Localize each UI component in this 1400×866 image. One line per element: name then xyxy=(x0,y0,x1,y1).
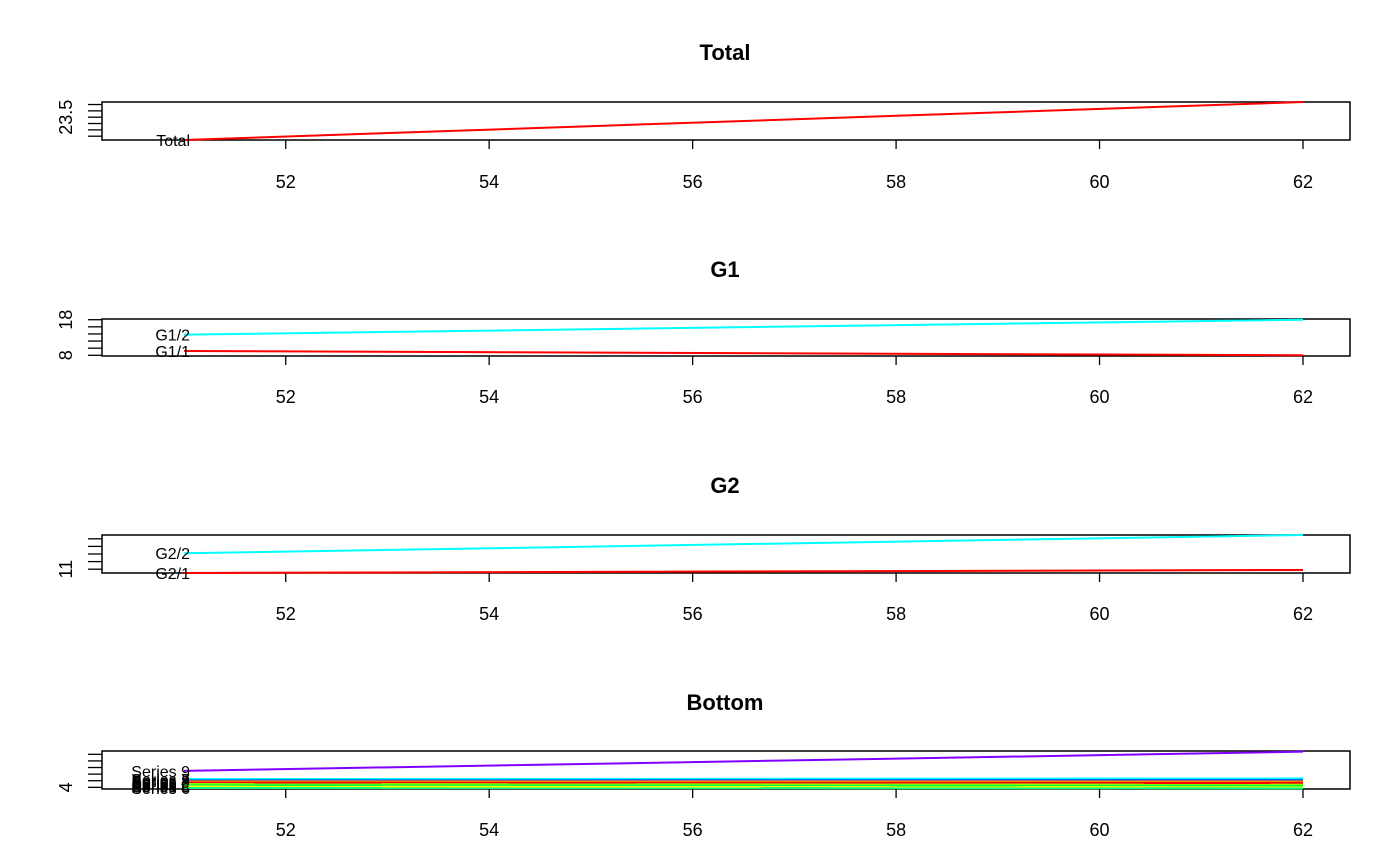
panel-title: G1 xyxy=(710,257,739,282)
series-label: G2/1 xyxy=(155,566,190,583)
x-tick-label: 62 xyxy=(1293,172,1313,192)
series-label: Series 9 xyxy=(131,764,190,781)
x-tick-label: 52 xyxy=(276,604,296,624)
plot-frame xyxy=(101,534,1351,574)
series-line xyxy=(183,350,1304,357)
plot-frame xyxy=(101,101,1351,141)
x-tick-label: 56 xyxy=(683,604,703,624)
panel-title: Total xyxy=(700,40,751,65)
series-label: G1/1 xyxy=(155,344,190,361)
x-tick-label: 60 xyxy=(1090,387,1110,407)
x-tick-label: 54 xyxy=(479,604,499,624)
series-label: Series 1 xyxy=(131,777,190,794)
series-line xyxy=(183,750,1304,772)
panel-total: Total 52 54 56 58 60 62 23.5 Total xyxy=(56,40,1351,192)
series-label: Series 4 xyxy=(131,774,190,791)
x-tick-label: 52 xyxy=(276,820,296,840)
series-label: Series 5 xyxy=(131,780,190,797)
series-line xyxy=(183,568,1304,574)
x-tick-label: 54 xyxy=(479,172,499,192)
x-tick-label: 56 xyxy=(683,172,703,192)
x-tick-label: 54 xyxy=(479,820,499,840)
x-tick-label: 56 xyxy=(683,387,703,407)
y-tick-label: 8 xyxy=(56,350,76,360)
panel-title: G2 xyxy=(710,473,739,498)
y-tick-label: 23.5 xyxy=(56,100,76,135)
series-line xyxy=(183,784,1304,788)
series-line xyxy=(183,777,1304,781)
x-tick-label: 52 xyxy=(276,172,296,192)
plot-frame xyxy=(101,318,1351,357)
x-tick-label: 58 xyxy=(886,604,906,624)
x-tick-label: 60 xyxy=(1090,604,1110,624)
panel-title: Bottom xyxy=(687,690,764,715)
x-tick-label: 54 xyxy=(479,387,499,407)
series-label: G1/2 xyxy=(155,328,190,345)
x-tick-label: 62 xyxy=(1293,604,1313,624)
x-tick-label: 58 xyxy=(886,172,906,192)
panel-g1: G1 52 54 56 58 60 62 8 18 G1/2G1/1 xyxy=(56,257,1351,407)
x-tick-label: 60 xyxy=(1090,820,1110,840)
series-line xyxy=(183,318,1304,336)
y-tick-label: 11 xyxy=(56,560,76,579)
x-tick-label: 62 xyxy=(1293,820,1313,840)
series-label: Series 7 xyxy=(131,772,190,789)
series-line xyxy=(183,785,1304,789)
series-line xyxy=(183,783,1304,786)
series-label: Series 2 xyxy=(131,778,190,795)
series-label: Series 3 xyxy=(131,776,190,793)
x-tick-label: 58 xyxy=(886,820,906,840)
x-tick-label: 56 xyxy=(683,820,703,840)
series-line xyxy=(183,534,1304,555)
series-label: Series 6 xyxy=(131,781,190,798)
x-tick-label: 58 xyxy=(886,387,906,407)
y-tick-label: 18 xyxy=(56,310,76,330)
series-line xyxy=(183,101,1304,141)
series-label: G2/2 xyxy=(155,546,190,563)
x-tick-label: 60 xyxy=(1090,172,1110,192)
x-tick-label: 52 xyxy=(276,387,296,407)
panel-g2: G2 52 54 56 58 60 62 11 G2/2 G2/1 xyxy=(56,473,1351,624)
y-tick-label: 4 xyxy=(56,782,76,792)
series-label: Total xyxy=(156,133,190,150)
series-label: Series 8 xyxy=(131,773,190,790)
x-tick-label: 62 xyxy=(1293,387,1313,407)
